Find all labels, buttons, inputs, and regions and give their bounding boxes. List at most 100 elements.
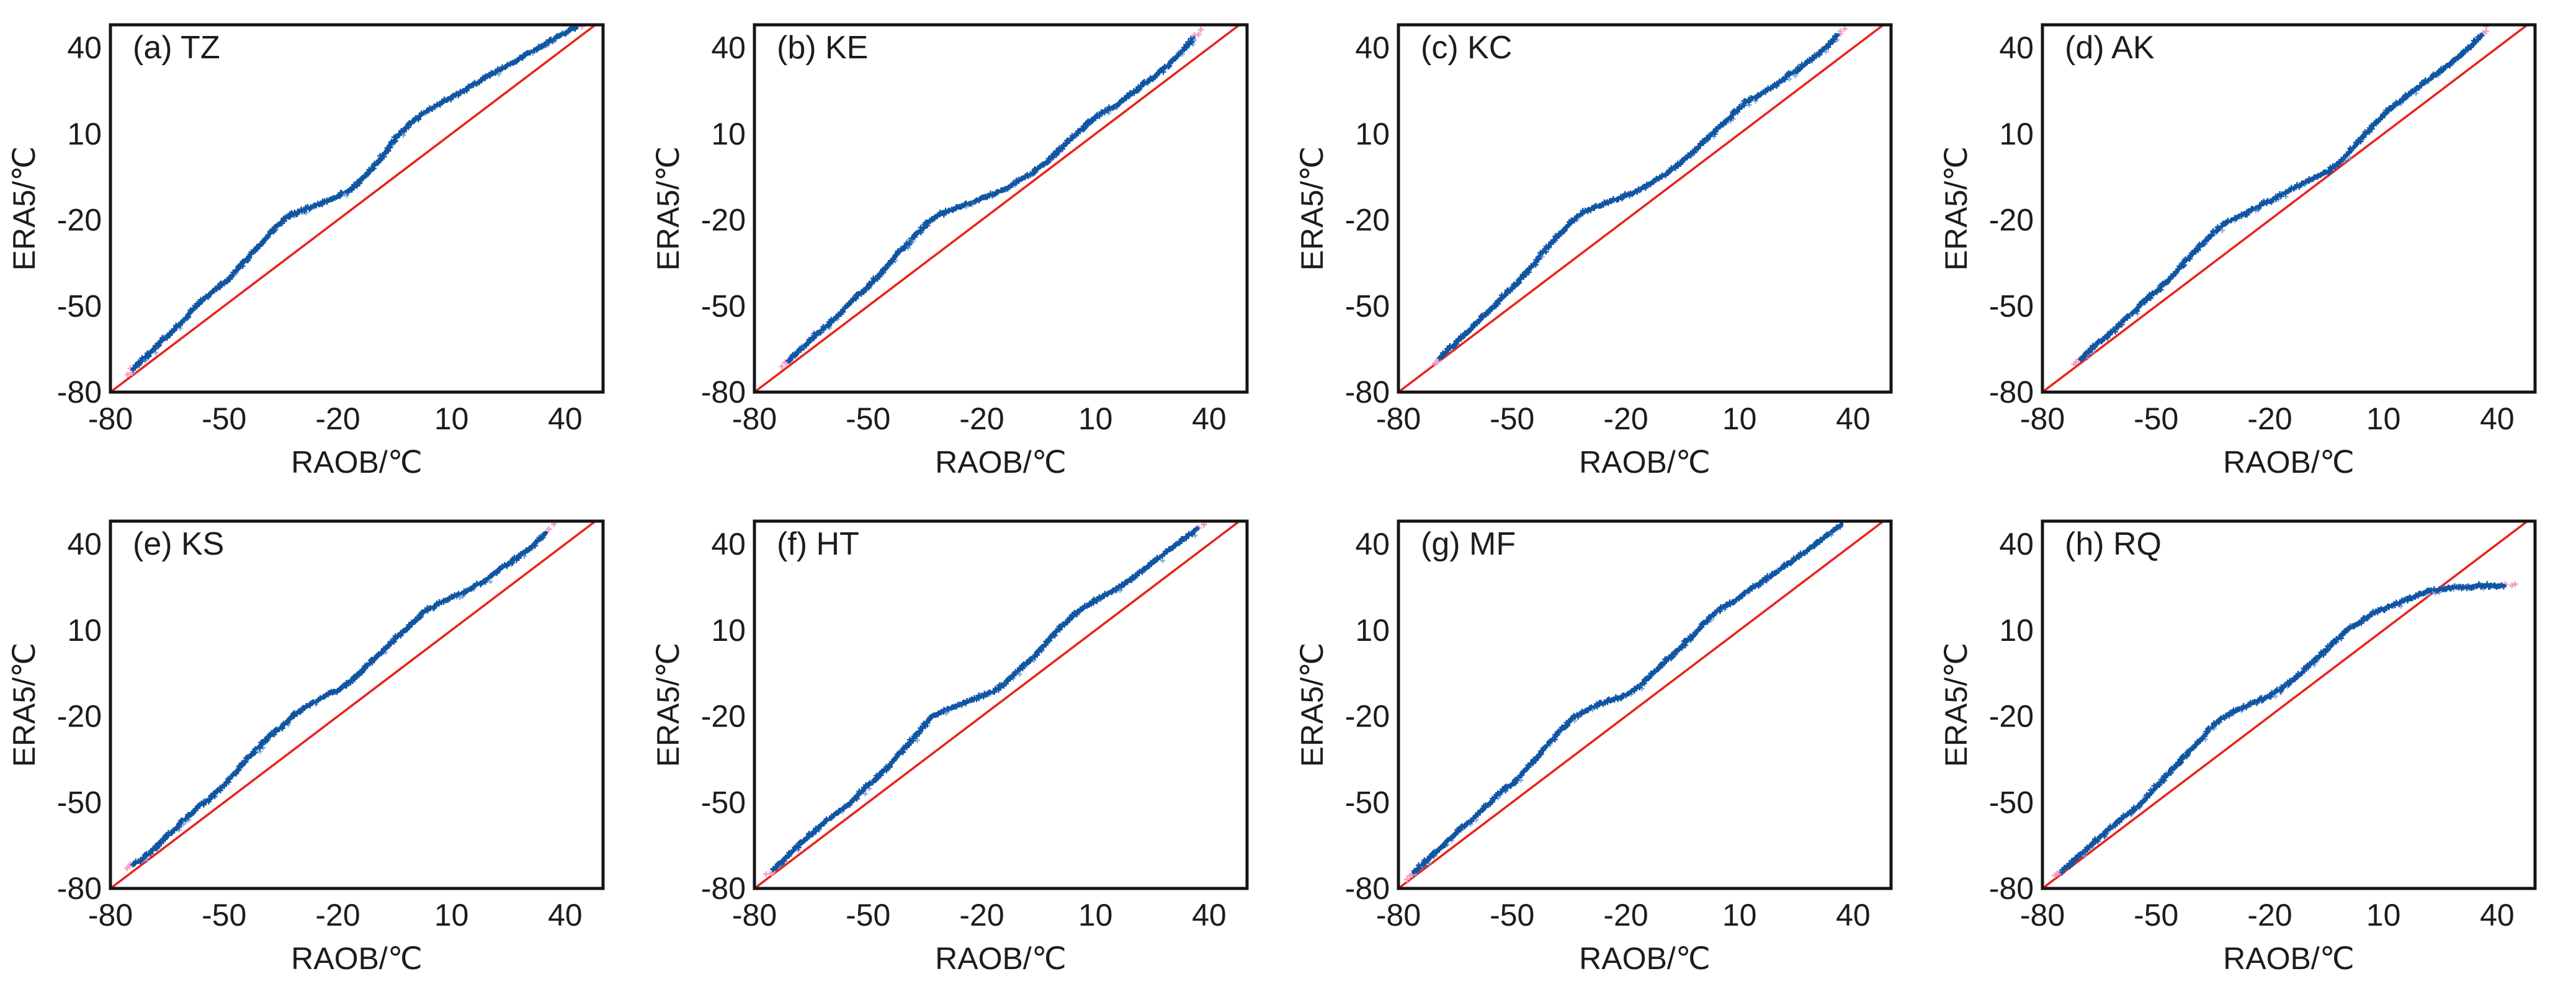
y-tick-label: 40 <box>1999 30 2034 65</box>
plus-markers <box>1411 522 1844 874</box>
x-tick-label: 10 <box>2366 898 2401 932</box>
x-axis-title: RAOB/℃ <box>2223 445 2355 480</box>
qq-plot-b-ke: -80 -50 -20 10 40 -80 -50 -20 10 40 RAOB/℃ ERA5/℃ (b… <box>651 23 1249 480</box>
qq-plot-e-ks: -80 -50 -20 10 40 -80 -50 -20 10 40 RAOB/℃ ERA5/℃ (e… <box>7 519 605 976</box>
plus-markers <box>130 25 578 373</box>
panel-title: (f) HT <box>777 526 859 562</box>
x-tick-label: 10 <box>2366 401 2401 436</box>
y-tick-label: 40 <box>1355 30 1390 65</box>
y-tick-label: -20 <box>701 203 746 238</box>
stray-plus-markers <box>1403 521 1851 883</box>
qq-panel-h-rq: -80 -50 -20 10 40 -80 -50 -20 10 40 RAOB/℃ ERA5/℃ (h… <box>1932 496 2576 997</box>
y-tick-label: 10 <box>67 613 102 648</box>
qq-markers <box>2071 25 2490 367</box>
qq-panel-a-tz: -80 -50 -20 10 40 -80 -50 -20 10 40 RAOB/℃ ERA5/℃ (a… <box>0 0 644 496</box>
identity-line <box>753 520 1240 890</box>
y-tick-label: 40 <box>67 30 102 65</box>
x-tick-label: -50 <box>2134 401 2178 436</box>
identity-line <box>1397 520 1884 890</box>
identity-line <box>109 24 596 393</box>
y-tick-label: -50 <box>57 785 102 820</box>
plot-frame <box>2041 519 2537 890</box>
qq-panel-e-ks: -80 -50 -20 10 40 -80 -50 -20 10 40 RAOB/℃ ERA5/℃ (e… <box>0 496 644 997</box>
y-axis-title: ERA5/℃ <box>1939 643 1974 767</box>
x-tick-label: -80 <box>88 898 133 932</box>
stray-plus-markers <box>1431 25 1848 367</box>
x-tick-label: -20 <box>1603 898 1648 932</box>
halo-plus-markers <box>1413 530 1834 878</box>
plus-markers <box>770 525 1200 873</box>
x-tick-label: 40 <box>1192 898 1227 932</box>
plot-frame <box>753 519 1249 890</box>
y-tick-label: 40 <box>1355 527 1390 561</box>
x-tick-label: -80 <box>1376 898 1421 932</box>
qq-markers <box>779 27 1204 370</box>
qq-markers <box>1431 25 1848 367</box>
panel-title: (b) KE <box>777 30 868 66</box>
x-tick-label: 40 <box>2480 401 2515 436</box>
x-tick-label: -20 <box>315 401 360 436</box>
qq-plot-h-rq: -80 -50 -20 10 40 -80 -50 -20 10 40 RAOB/℃ ERA5/℃ (h… <box>1939 519 2537 976</box>
x-tick-label: -80 <box>732 401 777 436</box>
x-axis-title: RAOB/℃ <box>935 941 1067 976</box>
x-tick-label: -20 <box>2247 898 2292 932</box>
x-tick-label: -20 <box>315 898 360 932</box>
y-axis-title: ERA5/℃ <box>651 643 686 767</box>
qq-markers <box>2052 581 2518 879</box>
x-axis-title: RAOB/℃ <box>1579 941 1711 976</box>
y-tick-label: 40 <box>67 527 102 561</box>
panel-title: (e) KS <box>133 526 224 562</box>
qq-plot-c-kc: -80 -50 -20 10 40 -80 -50 -20 10 40 RAOB/℃ ERA5/℃ (c… <box>1295 23 1893 480</box>
x-tick-label: -20 <box>2247 401 2292 436</box>
panel-title: (h) RQ <box>2065 526 2162 562</box>
y-tick-label: -20 <box>57 699 102 734</box>
y-axis-title: ERA5/℃ <box>651 146 686 271</box>
qq-plot-d-ak: -80 -50 -20 10 40 -80 -50 -20 10 40 RAOB/℃ ERA5/℃ (d… <box>1939 23 2537 480</box>
y-tick-label: -80 <box>701 871 746 906</box>
x-axis-title: RAOB/℃ <box>2223 941 2355 976</box>
halo-plus-markers <box>779 533 1198 864</box>
x-tick-label: 10 <box>1078 898 1113 932</box>
qq-panel-d-ak: -80 -50 -20 10 40 -80 -50 -20 10 40 RAOB/℃ ERA5/℃ (d… <box>1932 0 2576 496</box>
x-tick-label: 10 <box>1722 898 1757 932</box>
x-tick-label: 10 <box>1722 401 1757 436</box>
x-tick-label: 10 <box>1078 401 1113 436</box>
identity-line <box>753 24 1240 393</box>
halo-plus-markers <box>2058 586 2487 874</box>
x-axis-title: RAOB/℃ <box>935 445 1067 480</box>
qq-panel-g-mf: -80 -50 -20 10 40 -80 -50 -20 10 40 RAOB/℃ ERA5/℃ (g… <box>1288 496 1932 997</box>
stray-plus-markers <box>124 25 586 378</box>
qq-curve-band <box>131 25 578 371</box>
x-tick-label: 40 <box>1836 898 1871 932</box>
plus-markers <box>130 531 547 868</box>
y-tick-label: -20 <box>1989 699 2034 734</box>
y-tick-label: 10 <box>1999 117 2034 151</box>
x-tick-label: -20 <box>959 898 1004 932</box>
x-axis-title: RAOB/℃ <box>291 445 423 480</box>
qq-markers <box>763 521 1207 877</box>
plot-frame <box>1397 23 1893 394</box>
x-tick-label: 40 <box>2480 898 2515 932</box>
x-tick-label: -50 <box>846 898 890 932</box>
y-tick-label: 10 <box>1355 613 1390 648</box>
qq-plot-g-mf: -80 -50 -20 10 40 -80 -50 -20 10 40 RAOB/℃ ERA5/℃ (g… <box>1295 519 1893 976</box>
y-axis-title: ERA5/℃ <box>1295 146 1330 271</box>
x-tick-label: -50 <box>202 401 246 436</box>
x-tick-label: -50 <box>1490 401 1534 436</box>
stray-plus-markers <box>779 27 1204 370</box>
qq-markers <box>123 521 557 872</box>
y-axis-title: ERA5/℃ <box>1939 146 1974 271</box>
x-tick-label: 10 <box>434 898 469 932</box>
x-tick-label: -80 <box>2020 401 2065 436</box>
x-tick-label: -80 <box>88 401 133 436</box>
x-axis-title: RAOB/℃ <box>1579 445 1711 480</box>
y-tick-label: 10 <box>67 117 102 151</box>
panel-title: (c) KC <box>1421 30 1512 66</box>
plot-frame <box>1397 519 1893 890</box>
x-tick-label: -80 <box>1376 401 1421 436</box>
y-tick-label: 40 <box>711 527 746 561</box>
y-tick-label: -20 <box>57 203 102 238</box>
qq-curve-band <box>787 36 1196 362</box>
y-tick-label: -50 <box>701 785 746 820</box>
identity-line <box>2041 520 2528 890</box>
